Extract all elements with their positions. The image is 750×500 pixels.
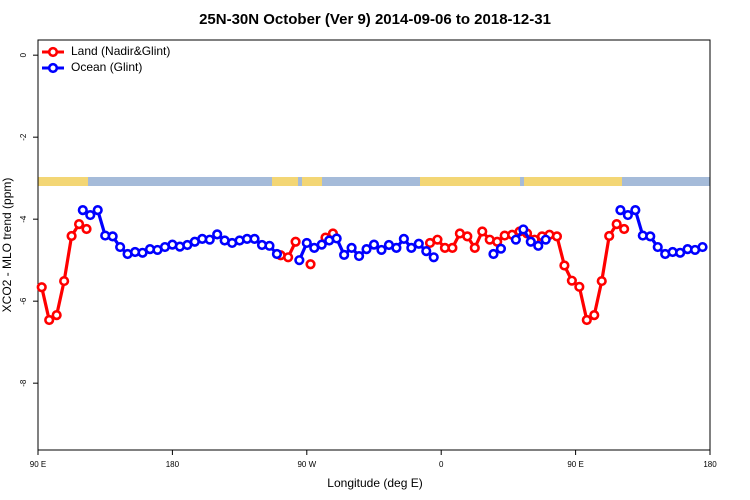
- point: [81, 223, 92, 235]
- point: [301, 237, 312, 249]
- point: [611, 218, 622, 230]
- legend-marker: [47, 62, 59, 74]
- point: [36, 282, 47, 293]
- point: [488, 248, 499, 260]
- x-tick-label: 180: [703, 460, 717, 469]
- legend-label: Ocean (Glint): [71, 60, 142, 74]
- point: [622, 209, 633, 221]
- land-band: [302, 177, 322, 186]
- point: [447, 242, 458, 253]
- point: [107, 231, 118, 242]
- land-band: [272, 177, 298, 186]
- legend-marker: [47, 46, 59, 58]
- point: [305, 259, 316, 270]
- point: [645, 231, 656, 242]
- y-axis-label: XCO2 - MLO trend (ppm): [0, 178, 14, 313]
- point: [540, 234, 551, 245]
- point: [212, 229, 223, 240]
- point: [652, 241, 663, 253]
- point: [294, 255, 305, 266]
- point: [66, 230, 77, 242]
- point: [290, 236, 301, 247]
- point: [353, 250, 365, 262]
- point: [589, 310, 600, 321]
- point: [495, 243, 507, 254]
- point: [432, 234, 443, 245]
- point: [51, 310, 62, 321]
- land-ocean-strip: [38, 177, 710, 186]
- point: [137, 247, 148, 258]
- point: [85, 209, 96, 221]
- point: [675, 247, 686, 258]
- point: [551, 231, 563, 242]
- point: [92, 205, 103, 216]
- point: [339, 249, 350, 260]
- point: [391, 242, 402, 253]
- point: [376, 244, 387, 256]
- point: [477, 226, 488, 237]
- point: [406, 242, 417, 253]
- point: [697, 241, 708, 253]
- x-tick-label: 90 E: [567, 460, 583, 469]
- land-band: [524, 177, 622, 186]
- y-tick-label: -6: [19, 297, 28, 305]
- x-axis-label: Longitude (deg E): [327, 476, 422, 490]
- x-tick-label: 90 W: [297, 460, 316, 469]
- point: [115, 241, 126, 253]
- y-tick-label: 0: [19, 52, 28, 57]
- point: [428, 252, 439, 263]
- point: [559, 260, 570, 271]
- point: [73, 218, 85, 230]
- point: [518, 224, 529, 235]
- point: [604, 230, 615, 242]
- point: [421, 246, 432, 257]
- point: [525, 236, 536, 247]
- point: [283, 252, 294, 263]
- point: [249, 233, 260, 244]
- land-band: [420, 177, 520, 186]
- point: [581, 314, 592, 326]
- point: [331, 233, 342, 244]
- point: [204, 234, 215, 245]
- point: [271, 248, 283, 260]
- point: [619, 223, 630, 235]
- point: [615, 205, 626, 216]
- x-tick-label: 90 E: [30, 460, 46, 469]
- point: [462, 231, 473, 242]
- point: [368, 239, 380, 250]
- chart-title: 25N-30N October (Ver 9) 2014-09-06 to 20…: [199, 11, 551, 28]
- point: [346, 242, 357, 253]
- point: [316, 239, 327, 250]
- point: [596, 275, 607, 287]
- y-tick-label: -2: [19, 133, 28, 141]
- land-band: [38, 177, 88, 186]
- point: [630, 205, 641, 216]
- point: [469, 242, 480, 253]
- point: [413, 238, 424, 249]
- point: [566, 275, 577, 286]
- legend-label: Land (Nadir&Glint): [71, 44, 170, 58]
- point: [510, 234, 521, 245]
- point: [264, 240, 275, 251]
- point: [574, 281, 585, 292]
- point: [533, 240, 544, 251]
- x-tick-label: 180: [166, 460, 180, 469]
- point: [44, 314, 55, 326]
- y-tick-label: -4: [19, 215, 28, 223]
- point: [398, 233, 409, 244]
- x-tick-label: 0: [439, 460, 444, 469]
- point: [77, 205, 88, 216]
- y-tick-label: -8: [19, 379, 28, 387]
- plot-frame: [37, 39, 711, 451]
- ocean-band: [38, 177, 710, 186]
- point: [361, 244, 372, 255]
- point: [59, 275, 70, 287]
